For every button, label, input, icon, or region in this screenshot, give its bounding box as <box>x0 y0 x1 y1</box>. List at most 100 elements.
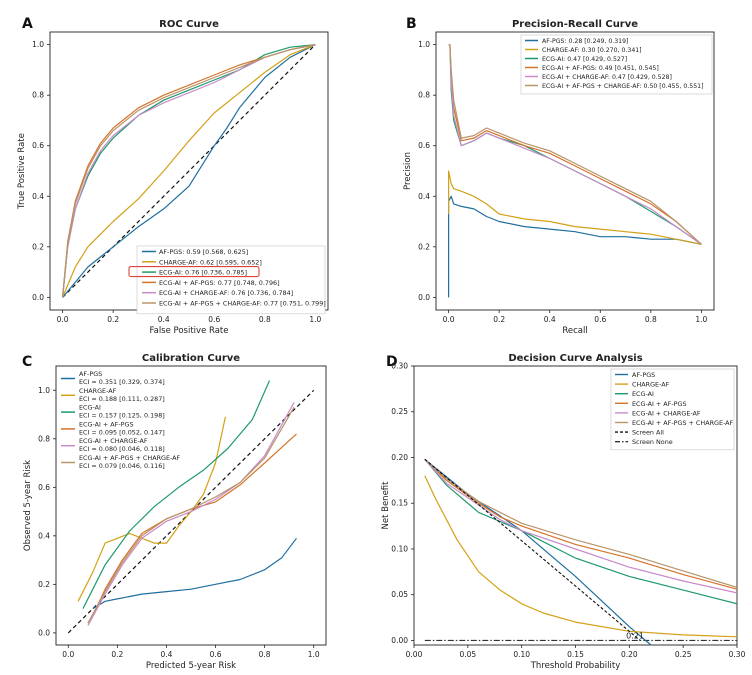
x-tick-label: 0.15 <box>567 650 584 659</box>
legend-entry: ECG-AI + AF-PGS: 0.77 [0.748, 0.796] <box>159 279 280 287</box>
y-tick-label: 0.0 <box>32 293 44 302</box>
x-tick-label: 0.30 <box>729 650 746 659</box>
legend-entry: ECG-AI + CHARGE-AF <box>79 437 148 445</box>
chart-title: Precision-Recall Curve <box>512 19 638 30</box>
x-tick-label: 0.4 <box>160 650 172 659</box>
chart-title: ROC Curve <box>159 19 219 30</box>
legend-entry: CHARGE-AF <box>79 387 117 395</box>
x-tick-label: 0.0 <box>62 650 74 659</box>
y-tick-label: 1.0 <box>418 40 430 49</box>
legend-entry: ECG-AI + CHARGE-AF: 0.76 [0.736, 0.784] <box>159 289 293 297</box>
series-line <box>424 458 737 590</box>
plot-frame <box>55 365 327 646</box>
y-tick-label: 0.8 <box>32 91 44 100</box>
y-tick-label: 0.6 <box>38 483 50 492</box>
reference-diagonal <box>67 389 315 634</box>
y-tick-label: 0.6 <box>418 141 430 150</box>
x-axis-label: Recall <box>562 326 587 336</box>
legend-entry: AF-PGS: 0.59 [0.568, 0.625] <box>159 248 248 256</box>
plot-frame <box>435 31 715 311</box>
y-tick-label: 0.4 <box>38 531 50 540</box>
series-line <box>92 537 297 610</box>
series-line <box>82 380 271 609</box>
y-axis-label: Observed 5-year Risk <box>23 460 33 551</box>
plot-area <box>67 380 315 634</box>
panel-letter: C <box>22 354 32 370</box>
y-tick-label: 0.2 <box>418 242 430 251</box>
legend-box <box>610 368 735 451</box>
legend-entry: Screen All <box>632 429 664 437</box>
y-tick-label: 0.0 <box>38 628 50 637</box>
x-tick-label: 0.10 <box>513 650 530 659</box>
chart-title: Decision Curve Analysis <box>508 353 642 364</box>
legend-eci: ECI = 0.095 [0.052, 0.147] <box>79 428 165 436</box>
y-tick-label: 1.0 <box>32 40 44 49</box>
legend-entry: ECG-AI + AF-PGS <box>79 420 134 428</box>
legend-entry: AF-PGS <box>632 371 655 379</box>
plot-area <box>448 44 702 298</box>
legend: AF-PGS: 0.28 [0.249, 0.319] CHARGE-AF: 0.… <box>520 34 713 95</box>
legend-entry: ECG-AI + AF-PGS + CHARGE-AF <box>632 419 734 427</box>
series-line <box>62 44 316 298</box>
y-tick-label: 0.2 <box>38 580 50 589</box>
x-tick-label: 0.6 <box>594 315 606 324</box>
legend-entry: ECG-AI + AF-PGS: 0.49 [0.451, 0.545] <box>542 65 659 72</box>
x-axis-label: Predicted 5-year Risk <box>146 661 236 671</box>
legend-eci: ECI = 0.351 [0.329, 0.374] <box>79 378 165 386</box>
legend-entry: ECG-AI <box>79 404 101 412</box>
threshold-annotation: 0.21 <box>626 631 644 640</box>
legend-eci: ECI = 0.157 [0.125, 0.198] <box>79 412 165 420</box>
panel-letter: B <box>406 16 417 32</box>
x-axis-label: False Positive Rate <box>150 326 229 336</box>
series-line <box>448 44 702 245</box>
y-tick-label: 0.2 <box>32 242 44 251</box>
legend-box <box>520 34 713 95</box>
y-tick-label: 0.4 <box>32 192 44 201</box>
panel-C: C Calibration Curve 0.0 0.2 0.4 0.6 0.8 1.0 0.0 0… <box>22 353 327 671</box>
legend-entry: ECG-AI: 0.47 [0.429, 0.527] <box>542 56 627 63</box>
legend-eci: ECI = 0.080 [0.046, 0.118] <box>79 445 165 453</box>
legend: AF-PGS: 0.59 [0.568, 0.625] CHARGE-AF: 0.… <box>128 245 326 315</box>
series-line <box>62 44 316 298</box>
x-tick-label: 0.2 <box>111 650 123 659</box>
x-tick-label: 0.6 <box>208 315 220 324</box>
plot-area <box>424 458 737 645</box>
legend-highlight-box <box>128 266 260 278</box>
panel-B: B Precision-Recall Curve 0.0 0.2 0.4 0.6 0.8 1.… <box>403 16 715 336</box>
y-tick-label: 0.6 <box>32 141 44 150</box>
x-tick-label: 0.6 <box>210 650 222 659</box>
y-tick-label: 0.8 <box>418 91 430 100</box>
x-tick-label: 0.20 <box>621 650 638 659</box>
x-tick-label: 1.0 <box>308 650 320 659</box>
y-tick-label: 0.05 <box>391 590 408 599</box>
x-tick-label: 0.4 <box>158 315 170 324</box>
y-tick-label: 0.0 <box>418 293 430 302</box>
panel-D: D Decision Curve Analysis 0.00 0.05 0.10 0.15… <box>381 353 746 671</box>
legend-entry: AF-PGS: 0.28 [0.249, 0.319] <box>542 38 628 45</box>
reference-diagonal <box>62 44 316 298</box>
legend-entry: AF-PGS <box>79 370 102 378</box>
y-tick-label: 0.4 <box>418 192 430 201</box>
legend-entry: ECG-AI + AF-PGS + CHARGE-AF: 0.50 [0.455… <box>542 83 704 90</box>
x-tick-label: 1.0 <box>695 315 707 324</box>
x-tick-label: 0.4 <box>544 315 556 324</box>
panel-letter: D <box>386 354 398 370</box>
x-tick-label: 1.0 <box>309 315 321 324</box>
legend-entry: ECG-AI: 0.76 [0.736, 0.785] <box>159 269 247 277</box>
series-line <box>87 402 295 626</box>
legend-eci: ECI = 0.079 [0.046, 0.116] <box>79 462 165 470</box>
legend-eci: ECI = 0.188 [0.111, 0.287] <box>79 395 165 403</box>
panel-letter: A <box>22 16 33 32</box>
y-tick-label: 1.0 <box>38 386 50 395</box>
series-line <box>424 458 737 588</box>
chart-title: Calibration Curve <box>142 353 240 364</box>
series-line <box>87 406 295 624</box>
screen-all-line <box>424 458 641 641</box>
legend-entry: CHARGE-AF: 0.62 [0.595, 0.652] <box>159 258 262 266</box>
y-axis-label: True Positive Rate <box>17 133 27 210</box>
y-tick-label: 0.00 <box>391 636 408 645</box>
legend-entry: CHARGE-AF <box>632 381 670 389</box>
